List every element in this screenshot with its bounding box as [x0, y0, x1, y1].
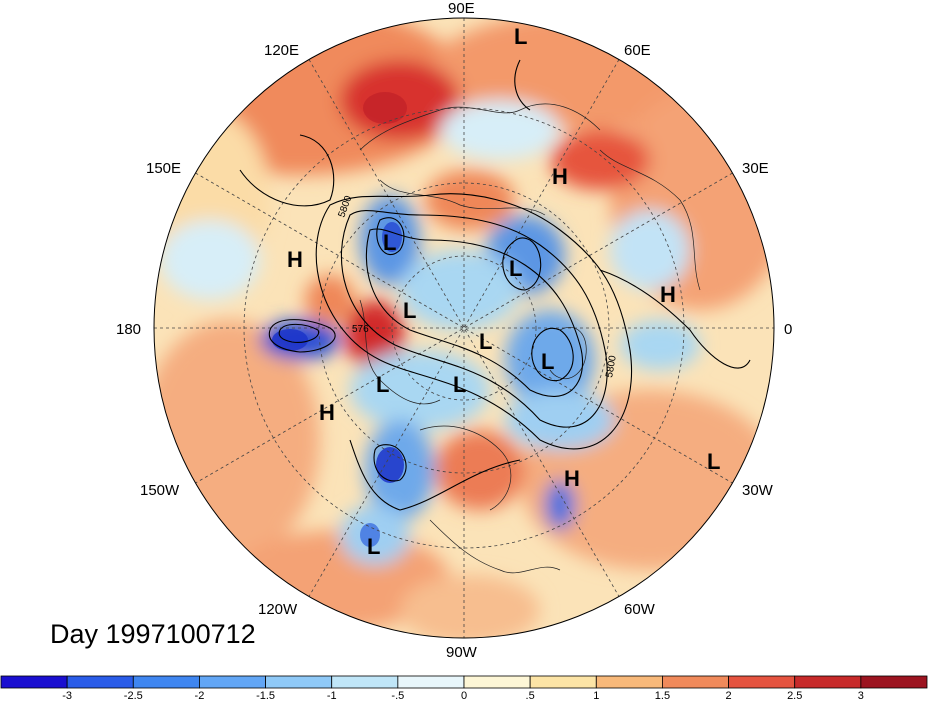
lon-label-60w: 60W — [624, 601, 656, 618]
lon-label-150e: 150E — [146, 160, 181, 177]
colorbar-box — [265, 675, 333, 689]
low-marker: L — [541, 349, 554, 374]
colorbar-box — [794, 675, 862, 689]
colorbar-tick-label: -.5 — [391, 690, 404, 702]
lon-label-30e: 30E — [742, 160, 769, 177]
lon-label-180: 180 — [116, 321, 141, 338]
lon-label-30w: 30W — [742, 482, 774, 499]
high-marker: H — [319, 400, 335, 425]
day-title: Day 1997100712 — [50, 619, 256, 649]
low-marker: L — [509, 256, 522, 281]
colorbar-box — [331, 675, 399, 689]
lon-label-90e: 90E — [448, 0, 475, 17]
lon-label-120e: 120E — [264, 42, 299, 59]
colorbar-boxes — [0, 675, 928, 689]
low-marker: L — [707, 449, 720, 474]
colorbar-tick-label: 0 — [461, 690, 467, 702]
pressure-centers: L H H L L H L L L L L H L H L — [287, 24, 720, 559]
lon-label-150w: 150W — [140, 482, 180, 499]
colorbar-box — [132, 675, 200, 689]
contour-label: 576 — [352, 324, 369, 335]
colorbar-tick-label: 1.5 — [655, 690, 670, 702]
height-contours — [239, 59, 751, 511]
lon-label-60e: 60E — [624, 42, 651, 59]
colorbar-box — [397, 675, 465, 689]
colorbar-box — [529, 675, 597, 689]
low-marker: L — [479, 329, 492, 354]
high-marker: H — [552, 164, 568, 189]
lon-label-90w: 90W — [446, 644, 478, 661]
lon-label-120w: 120W — [258, 601, 298, 618]
colorbar-tick-label: 1 — [593, 690, 599, 702]
low-marker: L — [403, 298, 416, 323]
colorbar-box — [0, 675, 68, 689]
low-marker: L — [453, 372, 466, 397]
colorbar-tick-label: 3 — [858, 690, 864, 702]
colorbar-box — [463, 675, 531, 689]
colorbar-box — [199, 675, 266, 689]
low-marker: L — [367, 534, 380, 559]
colorbar-tick-label: 2.5 — [787, 690, 802, 702]
colorbar-ticks: -3 -2.5 -2 -1.5 -1 -.5 0 .5 1 1.5 2 2.5 3 — [62, 690, 864, 702]
colorbar-box — [662, 675, 729, 689]
colorbar-tick-label: -3 — [62, 690, 72, 702]
colorbar-box — [860, 675, 928, 689]
colorbar-tick-label: -1 — [327, 690, 337, 702]
longitude-labels: 90E 60E 30E 0 30W 60W 90W 120W 150W 180 … — [116, 0, 792, 661]
colorbar-box — [66, 675, 134, 689]
map-boundary — [153, 17, 775, 639]
colorbar-tick-label: .5 — [526, 690, 535, 702]
lon-label-0: 0 — [784, 321, 792, 338]
colorbar-tick-label: -2.5 — [124, 690, 143, 702]
colorbar-tick-label: 2 — [726, 690, 732, 702]
high-marker: H — [564, 466, 580, 491]
colorbar-tick-label: -1.5 — [256, 690, 275, 702]
low-marker: L — [376, 372, 389, 397]
low-marker: L — [514, 24, 527, 49]
contour-label: 5800 — [604, 354, 619, 378]
colorbar-box — [728, 675, 796, 689]
low-marker: L — [383, 230, 396, 255]
high-marker: H — [660, 282, 676, 307]
colorbar-box — [595, 675, 663, 689]
colorbar-tick-label: -2 — [195, 690, 205, 702]
high-marker: H — [287, 247, 303, 272]
